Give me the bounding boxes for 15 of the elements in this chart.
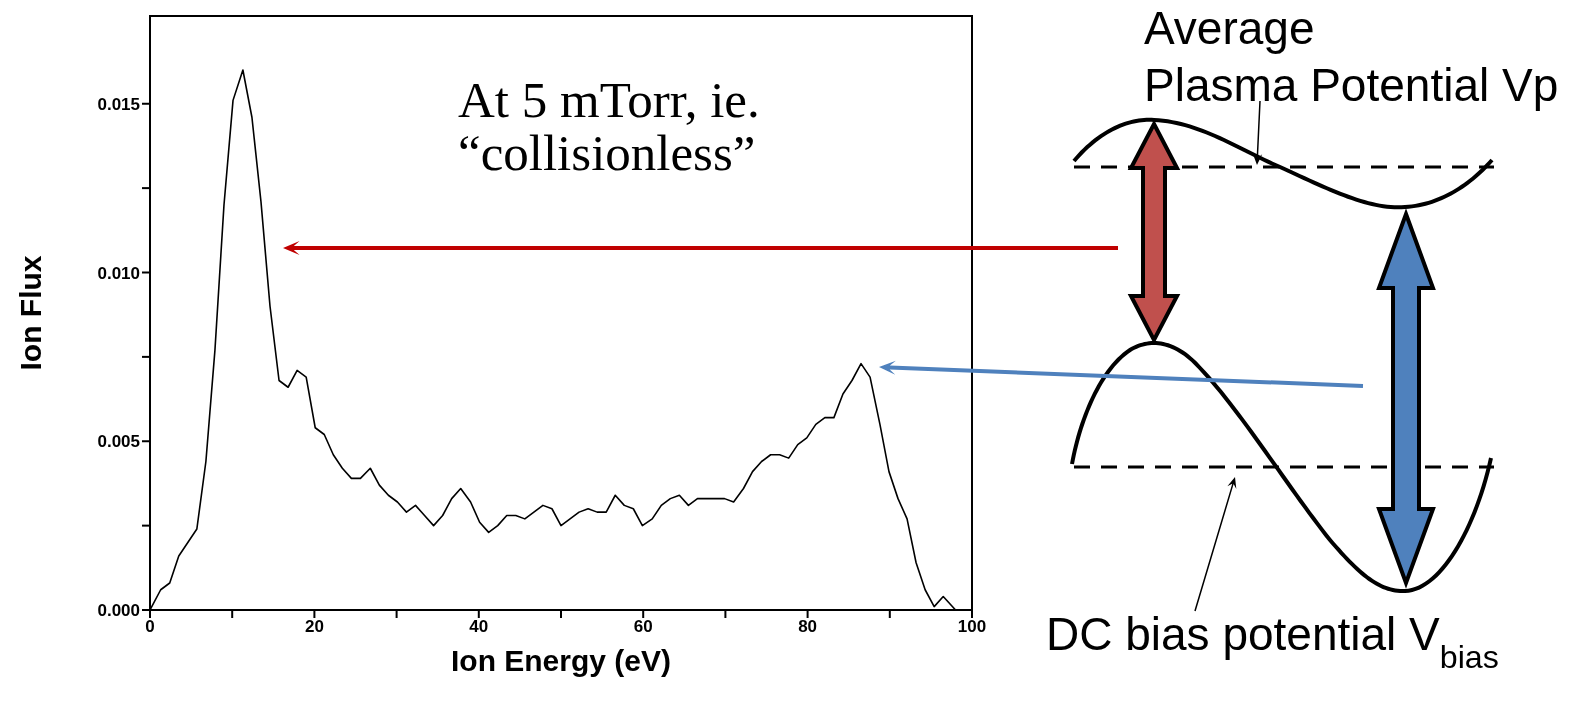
x-tick-label: 60 xyxy=(633,617,653,637)
x-tick-label: 0 xyxy=(145,617,155,637)
x-tick-label: 80 xyxy=(798,617,818,637)
x-axis-title: Ion Energy (eV) xyxy=(450,644,672,678)
y-tick-label: 0.005 xyxy=(97,432,140,452)
x-tick-label: 20 xyxy=(304,617,324,637)
x-tick-label: 100 xyxy=(957,617,987,637)
y-tick-label: 0.000 xyxy=(97,601,140,621)
y-axis-title: Ion Flux xyxy=(13,255,47,371)
x-tick-label: 40 xyxy=(469,617,489,637)
annotation: At 5 mTorr, ie. “collisionless” xyxy=(458,72,760,181)
y-tick-label: 0.015 xyxy=(97,94,140,114)
text: DC bias potential V$_{bias}$ xyxy=(1046,608,1499,675)
text: Average Plasma Potential Vp xyxy=(1144,2,1559,111)
y-tick-label: 0.010 xyxy=(97,263,140,283)
